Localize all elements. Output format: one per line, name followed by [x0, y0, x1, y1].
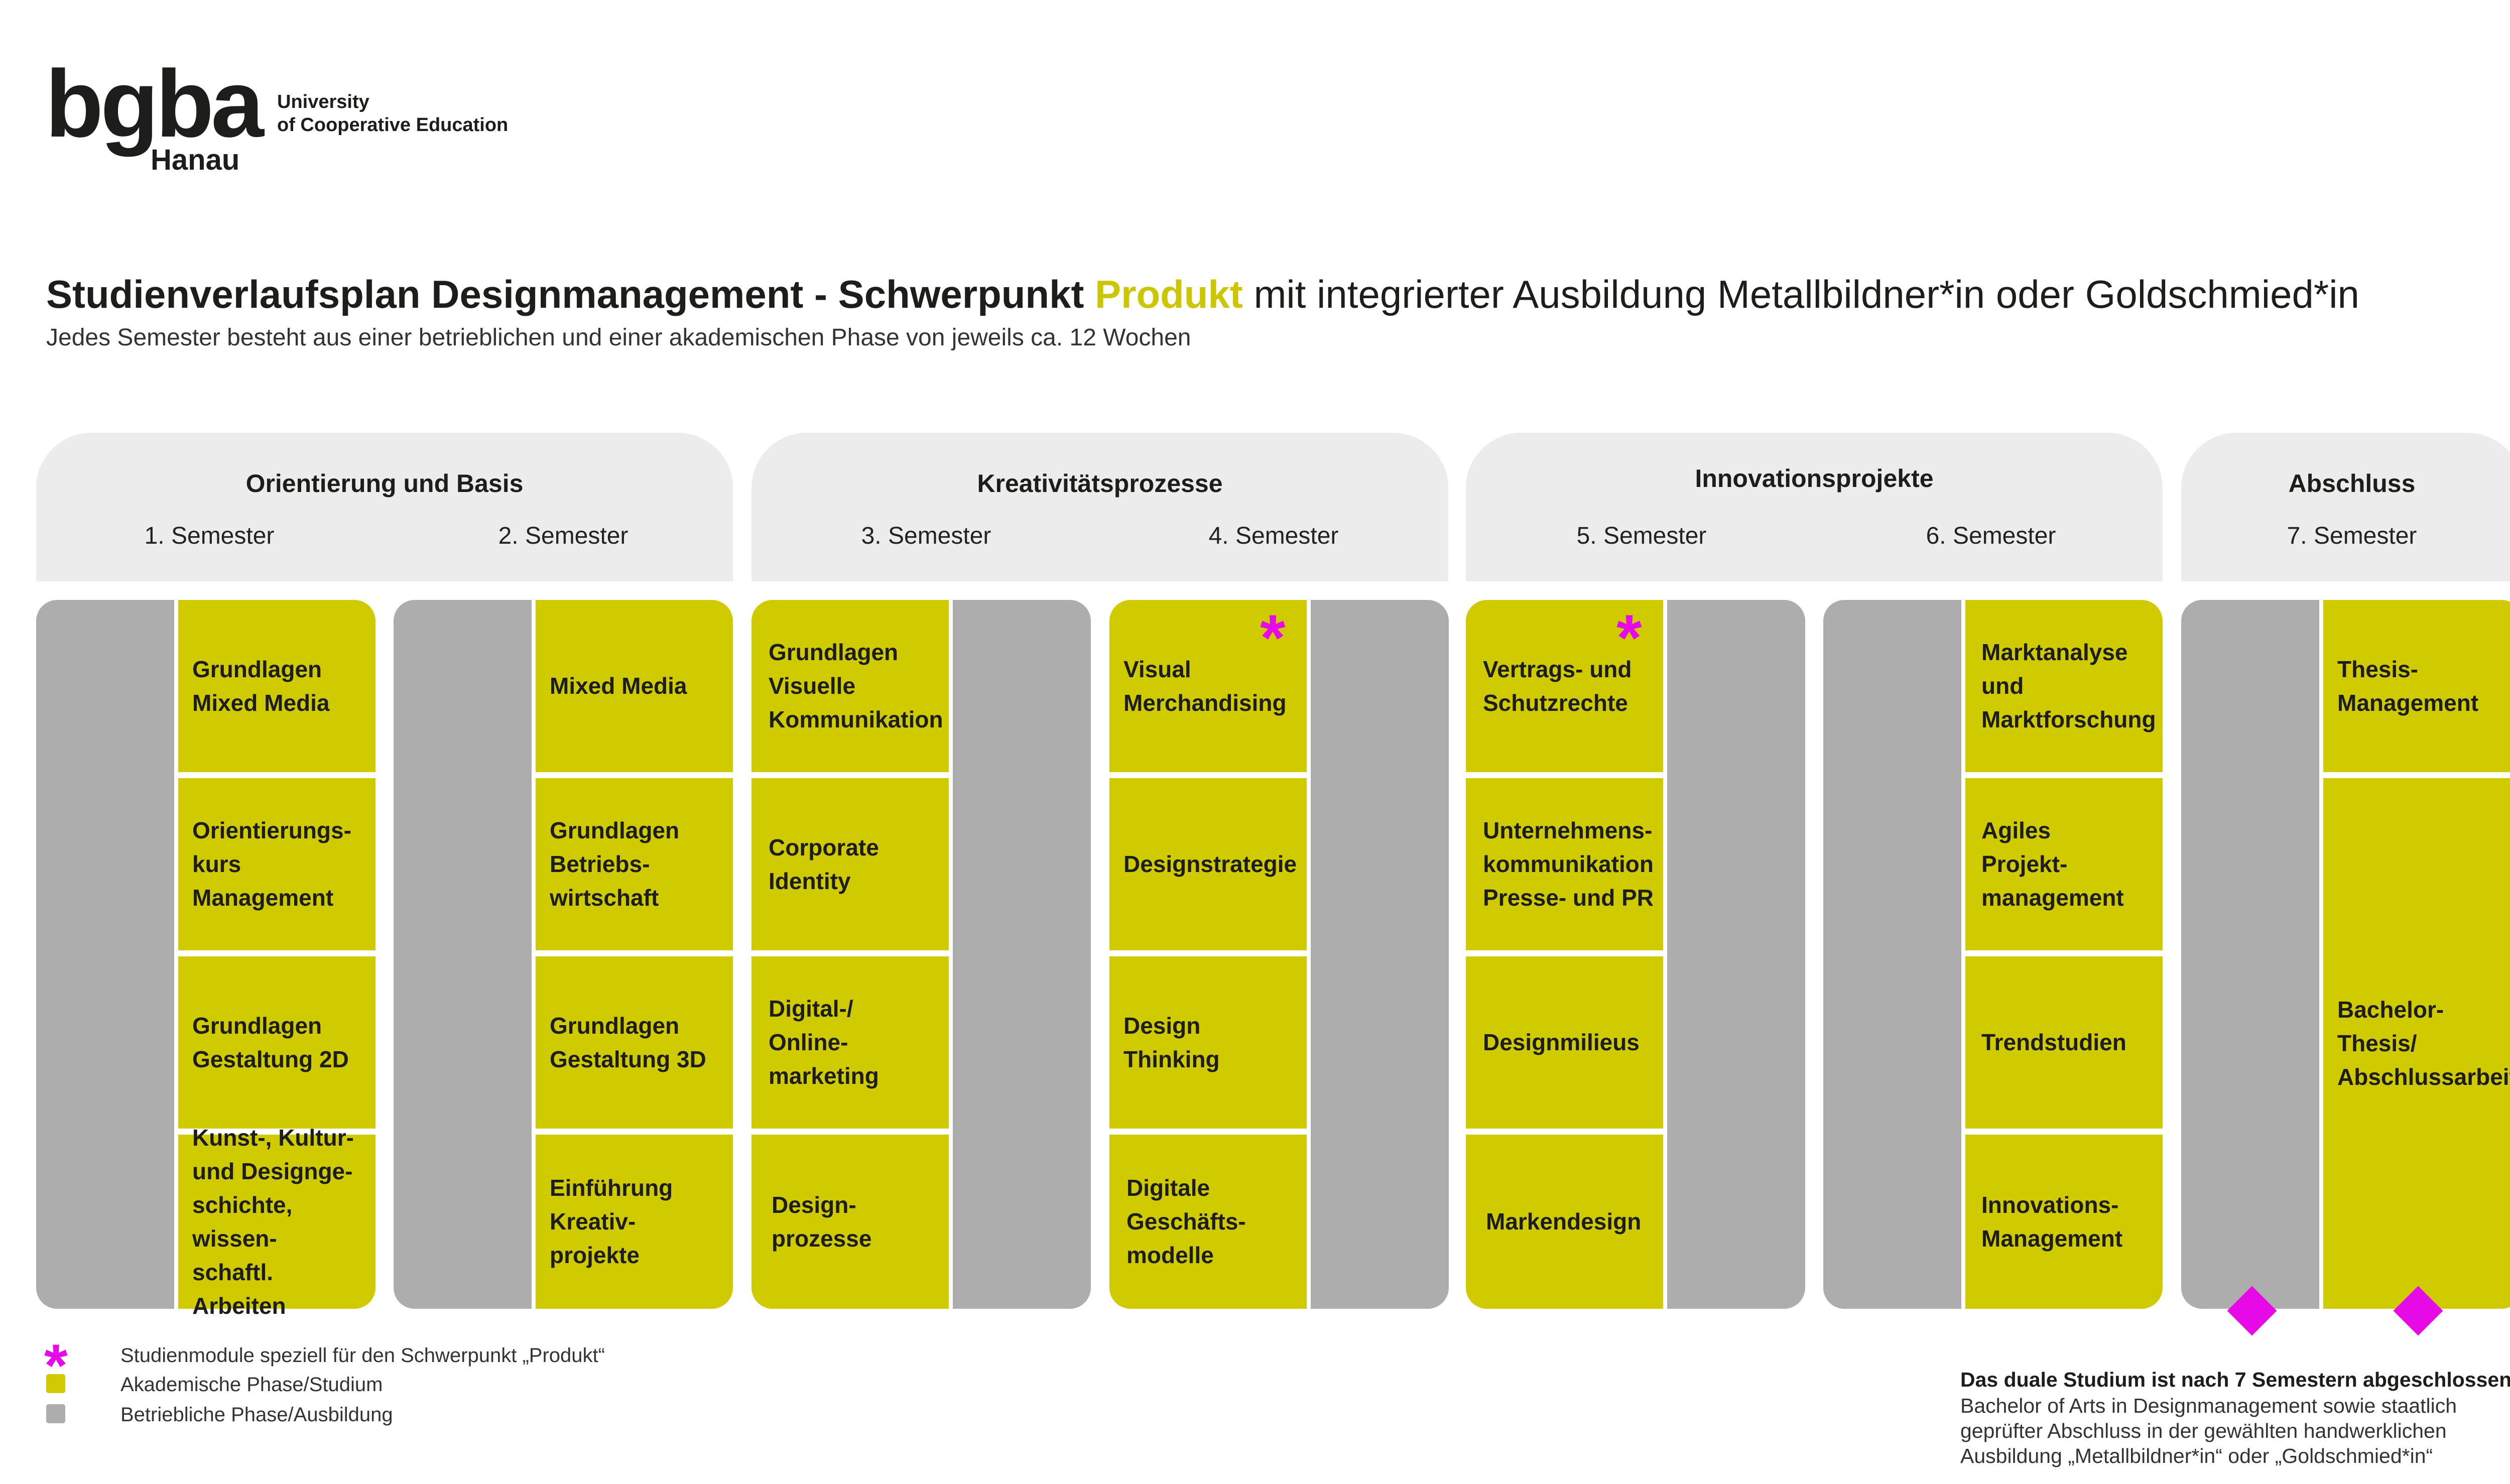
module-label: Digital-/ Online- marketing	[769, 996, 879, 1089]
module-label: Agiles Projekt- management	[1981, 817, 2124, 911]
title-rest: mit integrierter Ausbildung Metallbildne…	[1253, 272, 2359, 316]
module-label: Grundlagen Mixed Media	[192, 656, 330, 716]
module-box: Grundlagen Betriebs- wirtschaft	[536, 778, 733, 950]
completion-text: Bachelor of Arts in Designmanagement sow…	[1960, 1394, 2457, 1467]
module-box: Designmilieus	[1466, 956, 1663, 1129]
module-label: Design- prozesse	[772, 1191, 872, 1252]
module-label: Bachelor- Thesis/ Abschlussarbeit	[2337, 997, 2510, 1090]
module-label: Grundlagen Visuelle Kommunikation	[769, 639, 943, 732]
betriebliche-phase-bar	[953, 600, 1091, 1309]
betriebliche-phase-bar	[2181, 600, 2319, 1309]
module-label: Grundlagen Gestaltung 3D	[550, 1012, 706, 1072]
module-label: Grundlagen Gestaltung 2D	[192, 1012, 349, 1072]
module-box: Grundlagen Visuelle Kommunikation	[751, 600, 949, 772]
module-label: Digitale Geschäfts- modelle	[1126, 1175, 1246, 1268]
semester-label: 3. Semester	[861, 523, 991, 549]
logo-wordmark: bgba	[45, 51, 264, 157]
betriebliche-phase-bar	[394, 600, 532, 1309]
legend-label-schwerpunkt: Studienmodule speziell für den Schwerpun…	[120, 1344, 605, 1367]
module-box: Thesis- Management	[2323, 600, 2510, 772]
phase-title: Innovationsprojekte	[1695, 464, 1934, 492]
module-box: Kunst-, Kultur- und Designge- schichte, …	[178, 1125, 375, 1319]
module-box: Mixed Media	[536, 600, 733, 772]
phase-header-abschluss: Abschluss 7. Semester	[2181, 433, 2510, 581]
phase-header-innovation: Innovationsprojekte 5. Semester 6. Semes…	[1466, 433, 2163, 581]
legend-label-operational: Betriebliche Phase/Ausbildung	[120, 1404, 393, 1426]
logo-subtitle: University of Cooperative Education	[277, 90, 508, 137]
module-label: Designmilieus	[1483, 1029, 1640, 1055]
module-label: Markendesign	[1486, 1208, 1642, 1234]
schwerpunkt-star-icon: *	[1260, 601, 1286, 674]
module-box: Trendstudien	[1965, 956, 2163, 1129]
module-box: Grundlagen Mixed Media	[178, 600, 375, 772]
legend-swatch-operational	[46, 1404, 65, 1423]
module-box: Einführung Kreativ- projekte	[536, 1135, 733, 1309]
module-label: Corporate Identity	[769, 834, 879, 894]
semester-label: 7. Semester	[2287, 523, 2417, 549]
module-label: Einführung Kreativ- projekte	[550, 1175, 673, 1268]
module-box: Design Thinking	[1109, 956, 1307, 1129]
module-box: Design- prozesse	[751, 1135, 949, 1309]
module-box: Vertrags- und Schutzrechte	[1466, 600, 1663, 772]
semester-label: 1. Semester	[144, 523, 275, 549]
module-box: Unternehmens- kommunikation Presse- und …	[1466, 778, 1663, 950]
module-label: Design Thinking	[1123, 1012, 1220, 1072]
legend-swatch-academic	[46, 1374, 65, 1393]
betriebliche-phase-bar	[1667, 600, 1805, 1309]
betriebliche-phase-bar	[36, 600, 174, 1309]
module-label: Thesis- Management	[2337, 656, 2479, 716]
title-accent: Produkt	[1095, 272, 1243, 316]
logo-subtitle-line1: University	[277, 91, 369, 112]
phase-header-orientierung: Orientierung und Basis 1. Semester 2. Se…	[36, 433, 733, 581]
module-label: Grundlagen Betriebs- wirtschaft	[550, 817, 680, 911]
phase-header-kreativitaet: Kreativitätsprozesse 3. Semester 4. Seme…	[751, 433, 1448, 581]
module-box: Visual Merchandising	[1109, 600, 1307, 772]
module-label: Kunst-, Kultur- und Designge- schichte, …	[192, 1124, 354, 1319]
module-box: Markendesign	[1466, 1135, 1663, 1309]
module-box: Digital-/ Online- marketing	[751, 956, 949, 1129]
betriebliche-phase-bar	[1823, 600, 1961, 1309]
module-box: Orientierungs- kurs Management	[178, 778, 375, 950]
module-box: Innovations- Management	[1965, 1135, 2163, 1309]
module-label: Orientierungs- kurs Management	[192, 817, 351, 911]
betriebliche-phase-bar	[1311, 600, 1449, 1309]
module-label: Visual Merchandising	[1123, 656, 1287, 716]
title-main: Studienverlaufsplan Designmanagement - S…	[46, 272, 1084, 316]
semester-label: 2. Semester	[498, 523, 629, 549]
module-box: Grundlagen Gestaltung 3D	[536, 956, 733, 1129]
module-box: Bachelor- Thesis/ Abschlussarbeit	[2323, 778, 2510, 1309]
module-label: Designstrategie	[1123, 851, 1297, 877]
module-box: Digitale Geschäfts- modelle	[1109, 1135, 1307, 1309]
module-box: Corporate Identity	[751, 778, 949, 950]
semester-label: 4. Semester	[1208, 523, 1339, 549]
module-box: Agiles Projekt- management	[1965, 778, 2163, 950]
page-subtitle: Jedes Semester besteht aus einer betrieb…	[46, 324, 1191, 351]
completion-heading: Das duale Studium ist nach 7 Semestern a…	[1960, 1368, 2510, 1391]
logo-city: Hanau	[151, 144, 240, 176]
phase-title: Abschluss	[2288, 469, 2416, 498]
module-label: Unternehmens- kommunikation Presse- und …	[1483, 817, 1654, 911]
module-label: Innovations- Management	[1981, 1191, 2123, 1252]
module-label: Trendstudien	[1981, 1029, 2126, 1055]
module-label: Vertrags- und Schutzrechte	[1483, 656, 1632, 716]
module-label: Marktanalyse und Marktforschung	[1981, 639, 2156, 732]
module-label: Mixed Media	[550, 673, 687, 699]
semester-label: 5. Semester	[1576, 523, 1707, 549]
legend-label-academic: Akademische Phase/Studium	[120, 1374, 383, 1396]
semester-label: 6. Semester	[1926, 523, 2056, 549]
module-box: Grundlagen Gestaltung 2D	[178, 956, 375, 1129]
logo-subtitle-line2: of Cooperative Education	[277, 114, 509, 136]
phase-title: Orientierung und Basis	[245, 469, 524, 498]
module-box: Marktanalyse und Marktforschung	[1965, 600, 2163, 772]
page-title: Studienverlaufsplan Designmanagement - S…	[46, 270, 2359, 318]
schwerpunkt-star-icon: *	[1616, 601, 1642, 674]
phase-title: Kreativitätsprozesse	[977, 469, 1223, 498]
module-box: Designstrategie	[1109, 778, 1307, 950]
